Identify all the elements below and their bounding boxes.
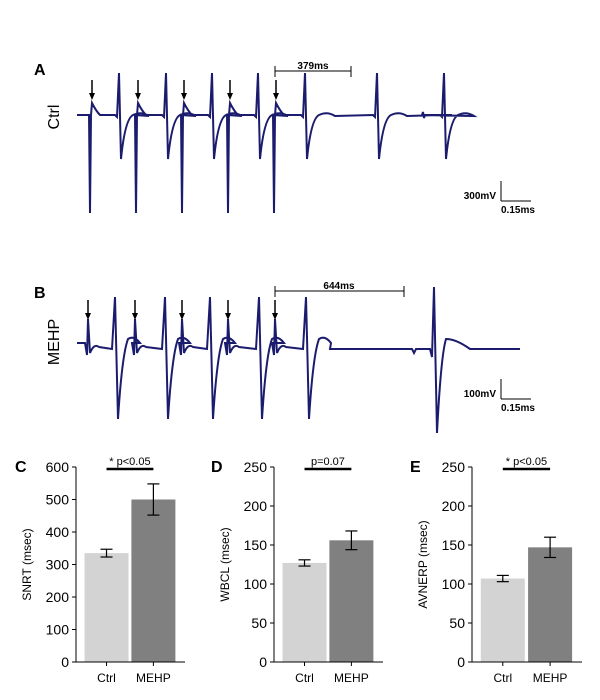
stim-arrow-mehp-1-head [85,313,91,320]
bar-chart-e: E AVNERP (msec) Ctrl MEHP 0 50 100 150 200 250 * p… [410,456,582,685]
bar-chart-c: C SNRT (msec) Ctrl MEHP 0 100 200 300 400 500 600 *… [15,456,185,685]
stim-arrow-ctrl-4-head [227,93,233,100]
y-tick-label: 50 [449,615,465,631]
y-tick-label: 100 [442,576,466,592]
y-tick-label: 500 [46,492,70,508]
bar-ctrl [480,578,525,662]
x-tick-label: Ctrl [493,671,512,685]
bar-ctrl [282,562,327,662]
y-axis-label: WBCL (msec) [218,527,232,601]
panel-b-label: MEHP [46,319,63,365]
x-tick-label: Ctrl [97,671,116,685]
bar-ctrl [84,553,129,662]
stim-arrow-mehp-2-head [132,313,138,320]
y-tick-label: 0 [61,654,69,670]
y-axis-label: SNRT (msec) [20,528,34,600]
panel-a-letter: A [34,62,46,79]
y-tick-label: 0 [457,654,465,670]
x-tick-label: MEHP [136,671,171,685]
scale-time-mehp: 0.15ms [501,403,535,414]
y-tick-label: 400 [46,524,70,540]
stim-arrow-mehp-5-head [272,313,278,320]
ecg-trace-mehp [77,286,520,434]
panel-a-label: Ctrl [46,105,63,130]
x-tick-label: Ctrl [295,671,314,685]
scale-time-ctrl: 0.15ms [501,205,535,216]
stim-arrow-ctrl-1-head [89,93,95,100]
panel-letter-d: D [211,459,223,476]
scale-bar-ctrl: 300mV 0.15ms [464,181,535,216]
x-tick-label: MEHP [334,671,369,685]
interval-label-mehp: 644ms [323,281,355,292]
y-tick-label: 200 [244,498,268,514]
y-tick-label: 100 [46,622,70,638]
y-tick-label: 250 [244,459,268,475]
significance-label: * p<0.05 [506,456,547,468]
interval-bracket-ctrl: 379ms [274,61,352,77]
bar-mehp [131,499,176,662]
interval-label-ctrl: 379ms [297,61,329,72]
y-tick-label: 100 [244,576,268,592]
panel-letter-e: E [410,459,421,476]
stim-arrow-mehp-4-head [225,313,231,320]
y-tick-label: 250 [442,459,466,475]
y-tick-label: 200 [46,589,70,605]
stim-arrow-ctrl-3-head [181,93,187,100]
y-tick-label: 300 [46,557,70,573]
y-tick-label: 200 [442,498,466,514]
y-tick-label: 150 [244,537,268,553]
stimulus-arrows-mehp [85,300,278,320]
stim-arrow-ctrl-2-head [135,93,141,100]
scale-voltage-mehp: 100mV [464,389,497,400]
y-tick-label: 600 [46,459,70,475]
scale-bar-mehp: 100mV 0.15ms [464,379,535,414]
bar-mehp [528,547,573,662]
trace-line-ctrl [77,72,478,214]
y-tick-label: 50 [251,615,267,631]
trace-line-mehp [77,286,520,434]
y-tick-label: 150 [442,537,466,553]
stimulus-arrows-ctrl [89,80,279,100]
y-tick-label: 0 [259,654,267,670]
y-axis-label: AVNERP (msec) [416,520,430,608]
interval-bracket-mehp: 644ms [274,281,405,297]
significance-label: p=0.07 [311,456,345,468]
ecg-trace-ctrl [77,72,478,214]
x-tick-label: MEHP [533,671,568,685]
stim-arrow-mehp-3-head [179,313,185,320]
significance-label: * p<0.05 [109,456,150,468]
scale-voltage-ctrl: 300mV [464,191,497,202]
panel-b-letter: B [34,285,46,302]
bar-mehp [329,540,374,662]
bar-chart-d: D WBCL (msec) Ctrl MEHP 0 50 100 150 200 250 p=0.0… [211,456,383,685]
panel-letter-c: C [15,459,27,476]
stim-arrow-ctrl-5-head [273,93,279,100]
